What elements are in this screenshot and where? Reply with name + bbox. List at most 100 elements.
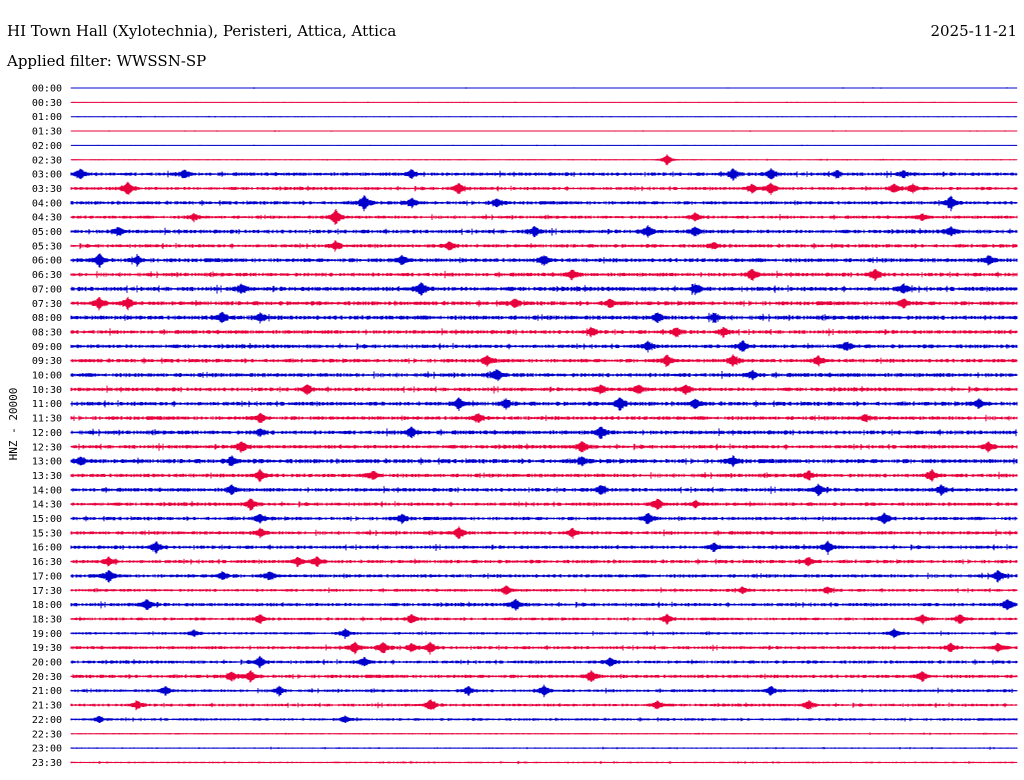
trace-row — [70, 641, 1018, 655]
time-label: 10:30 — [32, 385, 62, 396]
time-label: 02:00 — [32, 141, 62, 152]
trace-row — [70, 269, 1018, 281]
trace-row — [70, 613, 1018, 625]
trace-row — [70, 732, 1018, 736]
trace-row — [70, 384, 1018, 396]
trace-row — [70, 87, 1018, 89]
time-label: 23:30 — [32, 758, 62, 769]
time-label: 20:30 — [32, 672, 62, 683]
time-label: 04:00 — [32, 198, 62, 209]
plot-date: 2025-11-21 — [931, 22, 1017, 40]
trace-row — [70, 526, 1018, 539]
time-label: 04:30 — [32, 213, 62, 224]
trace-row — [70, 585, 1018, 595]
time-label: 12:00 — [32, 428, 62, 439]
time-label: 08:00 — [32, 313, 62, 324]
trace-row — [70, 154, 1018, 166]
trace-row — [70, 684, 1018, 698]
time-label: 16:30 — [32, 557, 62, 568]
trace-row — [70, 115, 1018, 118]
trace-row — [70, 253, 1018, 268]
filter-label: Applied filter: WWSSN-SP — [6, 52, 206, 70]
trace-row — [70, 760, 1018, 765]
time-label: 19:00 — [32, 629, 62, 640]
time-label: 15:30 — [32, 528, 62, 539]
time-label: 14:00 — [32, 485, 62, 496]
trace-row — [70, 369, 1018, 382]
time-label: 20:00 — [32, 658, 62, 669]
trace-row — [70, 746, 1018, 750]
trace-row — [70, 296, 1018, 311]
time-labels: 00:00 00:30 01:00 01:30 02:00 02:30 03:00 03:30… — [32, 84, 62, 769]
time-label: 11:30 — [32, 414, 62, 425]
time-label: 15:00 — [32, 514, 62, 525]
trace-row — [70, 699, 1018, 711]
trace-row — [70, 181, 1018, 195]
trace-row — [70, 655, 1018, 669]
trace-row — [70, 598, 1018, 611]
time-label: 16:00 — [32, 543, 62, 554]
time-label: 12:30 — [32, 442, 62, 453]
trace-row — [70, 397, 1018, 411]
time-label: 01:00 — [32, 112, 62, 123]
time-label: 09:00 — [32, 342, 62, 353]
y-axis-label: HNZ - 20000 — [7, 388, 20, 461]
time-label: 17:00 — [32, 571, 62, 582]
time-label: 14:30 — [32, 500, 62, 511]
time-label: 18:30 — [32, 614, 62, 625]
time-label: 01:30 — [32, 127, 62, 138]
time-label: 03:30 — [32, 184, 62, 195]
trace-row — [70, 101, 1018, 104]
trace-row — [70, 225, 1018, 238]
trace-row — [70, 240, 1018, 252]
time-label: 02:30 — [32, 155, 62, 166]
trace-row — [70, 556, 1018, 567]
trace-row — [70, 326, 1018, 338]
trace-row — [70, 540, 1018, 555]
trace-row — [70, 282, 1018, 296]
time-label: 07:00 — [32, 284, 62, 295]
time-label: 06:30 — [32, 270, 62, 281]
trace-row — [70, 670, 1018, 683]
trace-row — [70, 628, 1018, 639]
trace-row — [70, 468, 1018, 483]
trace-row — [70, 340, 1018, 353]
time-label: 22:00 — [32, 715, 62, 726]
time-label: 06:00 — [32, 256, 62, 267]
time-label: 07:30 — [32, 299, 62, 310]
trace-row — [70, 195, 1018, 212]
time-label: 21:00 — [32, 686, 62, 697]
time-label: 22:30 — [32, 729, 62, 740]
time-label: 21:30 — [32, 701, 62, 712]
trace-row — [70, 412, 1018, 423]
time-label: 09:30 — [32, 356, 62, 367]
time-label: 13:30 — [32, 471, 62, 482]
trace-row — [70, 168, 1018, 181]
trace-row — [70, 209, 1018, 225]
station-title: HI Town Hall (Xylotechnia), Peristeri, A… — [7, 22, 396, 40]
trace-row — [70, 498, 1018, 511]
time-label: 11:00 — [32, 399, 62, 410]
trace-row — [70, 426, 1018, 439]
time-label: 03:00 — [32, 170, 62, 181]
trace-row — [70, 354, 1018, 368]
time-label: 08:30 — [32, 327, 62, 338]
trace-row — [70, 311, 1018, 324]
seismogram-traces — [70, 87, 1018, 765]
time-label: 00:00 — [32, 84, 62, 95]
trace-row — [70, 715, 1018, 723]
time-label: 05:30 — [32, 241, 62, 252]
trace-row — [70, 441, 1018, 453]
time-label: 18:00 — [32, 600, 62, 611]
trace-row — [70, 130, 1018, 132]
time-label: 23:00 — [32, 744, 62, 755]
time-label: 00:30 — [32, 98, 62, 109]
trace-row — [70, 144, 1018, 147]
trace-row — [70, 512, 1018, 525]
trace-row — [70, 455, 1018, 468]
trace-row — [70, 483, 1018, 497]
time-label: 13:00 — [32, 457, 62, 468]
time-label: 19:30 — [32, 643, 62, 654]
trace-row — [70, 570, 1018, 583]
